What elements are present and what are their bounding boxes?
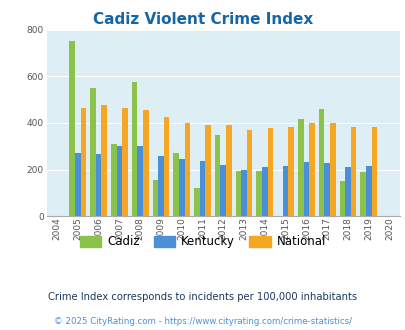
Bar	[241, 170, 246, 216]
Bar	[205, 125, 211, 216]
Bar	[261, 167, 267, 216]
Bar	[173, 153, 179, 216]
Bar	[365, 166, 371, 216]
Bar	[122, 108, 128, 216]
Bar	[256, 171, 261, 216]
Bar	[344, 167, 350, 216]
Bar	[324, 163, 329, 216]
Bar	[81, 108, 86, 216]
Legend: Cadiz, Kentucky, National: Cadiz, Kentucky, National	[75, 231, 330, 253]
Bar	[214, 135, 220, 216]
Bar	[179, 159, 184, 216]
Bar	[143, 110, 148, 216]
Bar	[75, 153, 81, 216]
Bar	[309, 123, 314, 216]
Bar	[246, 130, 252, 216]
Bar	[152, 180, 158, 216]
Bar	[360, 172, 365, 216]
Bar	[371, 127, 376, 216]
Bar	[235, 171, 241, 216]
Bar	[96, 154, 101, 216]
Bar	[163, 117, 169, 216]
Bar	[101, 106, 107, 216]
Bar	[132, 82, 137, 216]
Bar	[267, 128, 273, 216]
Bar	[111, 144, 116, 216]
Bar	[194, 188, 199, 216]
Text: Cadiz Violent Crime Index: Cadiz Violent Crime Index	[93, 12, 312, 26]
Bar	[288, 127, 293, 216]
Bar	[137, 146, 143, 216]
Text: © 2025 CityRating.com - https://www.cityrating.com/crime-statistics/: © 2025 CityRating.com - https://www.city…	[54, 317, 351, 326]
Bar	[297, 119, 303, 216]
Bar	[339, 181, 344, 216]
Bar	[329, 123, 335, 216]
Bar	[116, 146, 122, 216]
Bar	[303, 162, 309, 216]
Bar	[318, 109, 324, 216]
Bar	[90, 88, 96, 216]
Bar	[282, 166, 288, 216]
Bar	[199, 161, 205, 216]
Bar	[158, 155, 163, 216]
Bar	[184, 123, 190, 216]
Bar	[220, 165, 226, 216]
Bar	[350, 127, 356, 216]
Text: Crime Index corresponds to incidents per 100,000 inhabitants: Crime Index corresponds to incidents per…	[48, 292, 357, 302]
Bar	[69, 41, 75, 216]
Bar	[226, 125, 231, 216]
